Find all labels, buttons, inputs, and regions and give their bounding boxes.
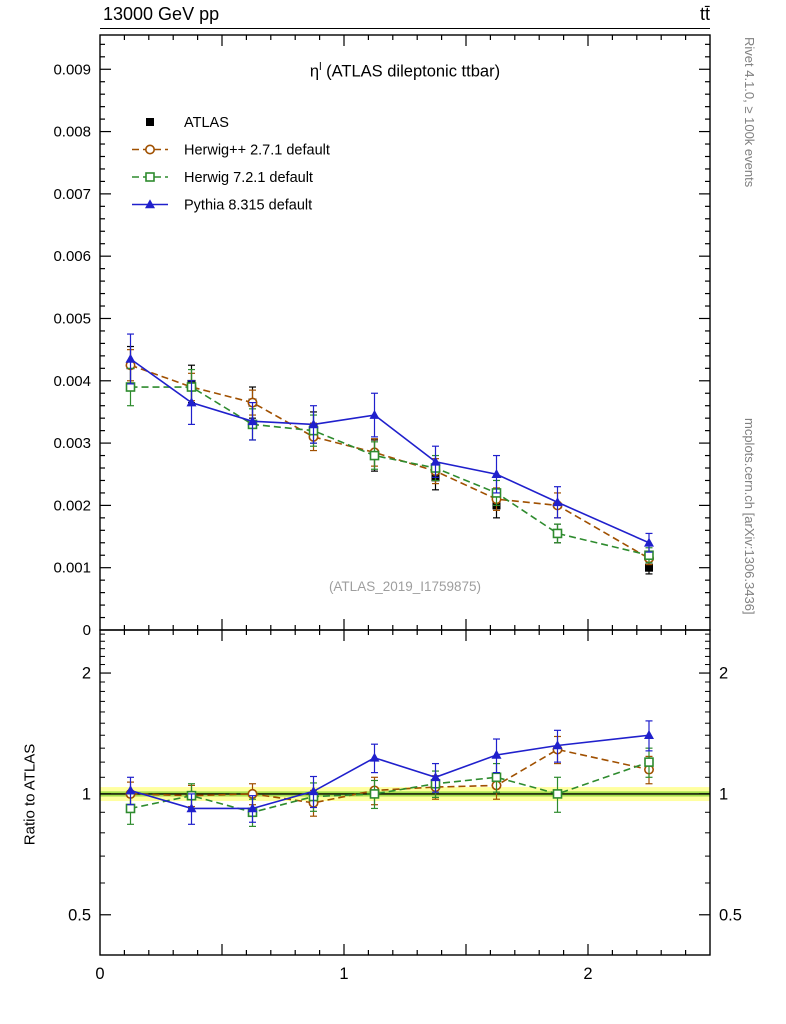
header-rule (100, 28, 710, 29)
svg-text:0.005: 0.005 (53, 310, 91, 327)
svg-text:1: 1 (339, 965, 348, 983)
svg-text:1: 1 (82, 785, 91, 803)
svg-text:Pythia 8.315 default: Pythia 8.315 default (184, 198, 312, 214)
svg-text:0: 0 (83, 622, 91, 639)
svg-text:Herwig++ 2.7.1 default: Herwig++ 2.7.1 default (184, 143, 330, 159)
svg-text:1: 1 (719, 785, 728, 803)
svg-text:0.006: 0.006 (53, 248, 91, 265)
svg-text:0.007: 0.007 (53, 186, 91, 203)
svg-text:0: 0 (95, 965, 104, 983)
svg-text:0.003: 0.003 (53, 435, 91, 452)
svg-text:Herwig 7.2.1 default: Herwig 7.2.1 default (184, 170, 313, 186)
ratio-axis-title: Ratio to ATLAS (21, 743, 39, 846)
svg-text:ATLAS: ATLAS (184, 115, 229, 131)
svg-text:0.004: 0.004 (53, 373, 91, 390)
observable-superscript: l (319, 61, 322, 73)
plot-title: ηl (ATLAS dileptonic ttbar) (100, 61, 710, 82)
process-label: tt̄ (699, 4, 710, 24)
svg-text:0.008: 0.008 (53, 124, 91, 141)
observable-symbol: η (309, 62, 320, 81)
svg-text:2: 2 (82, 665, 91, 683)
rivet-version-label: Rivet 4.1.0, ≥ 100k events (742, 37, 757, 188)
analysis-id-watermark: (ATLAS_2019_I1759875) (328, 579, 482, 594)
svg-text:2: 2 (583, 965, 592, 983)
svg-text:0.009: 0.009 (53, 61, 91, 78)
mcplots-arxiv-label: mcplots.cern.ch [arXiv:1306.3436] (742, 418, 757, 615)
svg-text:0.5: 0.5 (719, 906, 742, 924)
beam-energy-label: 13000 GeV pp (103, 4, 220, 24)
svg-text:0.001: 0.001 (53, 560, 91, 577)
plot-title-text: (ATLAS dileptonic ttbar) (321, 62, 501, 81)
svg-text:2: 2 (719, 665, 728, 683)
svg-text:0.5: 0.5 (68, 906, 91, 924)
svg-text:0.002: 0.002 (53, 497, 91, 514)
